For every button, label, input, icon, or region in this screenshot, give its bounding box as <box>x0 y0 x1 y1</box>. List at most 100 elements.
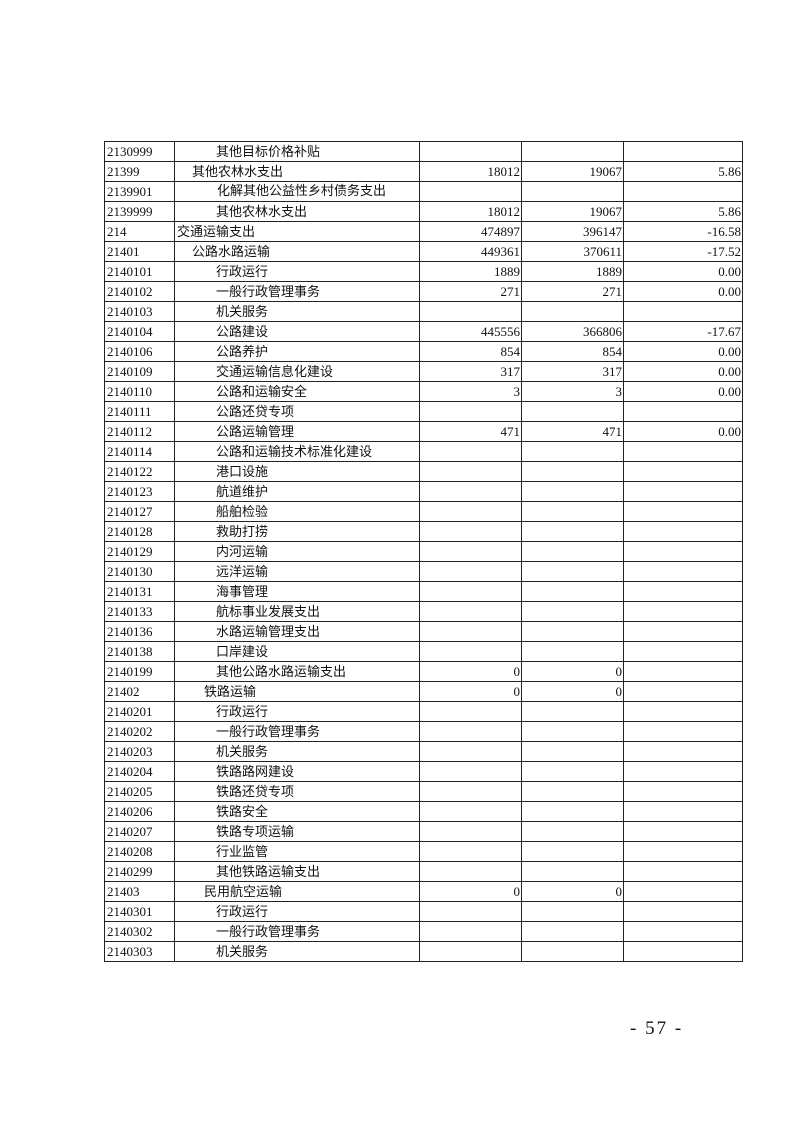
row-value-1: 271 <box>419 281 522 302</box>
row-value-2 <box>521 701 624 722</box>
row-name: 远洋运输 <box>174 561 420 582</box>
row-value-1 <box>419 401 522 422</box>
row-value-1 <box>419 141 522 162</box>
row-name: 铁路专项运输 <box>174 821 420 842</box>
row-value-2: 854 <box>521 341 624 362</box>
row-value-1: 471 <box>419 421 522 442</box>
row-code: 21399 <box>104 161 175 182</box>
table-row: 2140204 铁路路网建设 <box>104 761 743 782</box>
table-row: 2140302 一般行政管理事务 <box>104 921 743 942</box>
row-code: 2140109 <box>104 361 175 382</box>
row-name: 一般行政管理事务 <box>174 721 420 742</box>
row-value-3: 0.00 <box>623 261 743 282</box>
row-value-3: 0.00 <box>623 281 743 302</box>
row-value-3 <box>623 181 743 202</box>
row-name: 公路还贷专项 <box>174 401 420 422</box>
row-name: 铁路还贷专项 <box>174 781 420 802</box>
row-value-3 <box>623 921 743 942</box>
row-name: 其他铁路运输支出 <box>174 861 420 882</box>
table-row: 2140303 机关服务 <box>104 941 743 962</box>
row-value-1 <box>419 821 522 842</box>
row-value-1: 3 <box>419 381 522 402</box>
row-value-2 <box>521 621 624 642</box>
row-value-2 <box>521 821 624 842</box>
row-value-3 <box>623 841 743 862</box>
row-value-1 <box>419 481 522 502</box>
row-value-3 <box>623 721 743 742</box>
row-value-1: 0 <box>419 881 522 902</box>
row-value-2 <box>521 481 624 502</box>
table-row: 2140133 航标事业发展支出 <box>104 601 743 622</box>
row-value-3: 5.86 <box>623 201 743 222</box>
row-code: 2140106 <box>104 341 175 362</box>
row-value-2 <box>521 861 624 882</box>
row-value-1 <box>419 781 522 802</box>
row-name: 港口设施 <box>174 461 420 482</box>
row-name: 机关服务 <box>174 741 420 762</box>
table-row: 2140136 水路运输管理支出 <box>104 621 743 642</box>
row-value-1 <box>419 841 522 862</box>
row-value-2 <box>521 901 624 922</box>
row-code: 2140202 <box>104 721 175 742</box>
row-name: 化解其他公益性乡村债务支出 <box>174 181 420 202</box>
row-value-3 <box>623 301 743 322</box>
row-value-1 <box>419 501 522 522</box>
row-value-2: 0 <box>521 661 624 682</box>
row-value-1 <box>419 761 522 782</box>
table-row: 2140199 其他公路水路运输支出 0 0 <box>104 661 743 682</box>
row-code: 2140302 <box>104 921 175 942</box>
row-name: 机关服务 <box>174 301 420 322</box>
row-value-3 <box>623 861 743 882</box>
table-row: 2140123 航道维护 <box>104 481 743 502</box>
row-value-1 <box>419 921 522 942</box>
row-value-3: -17.52 <box>623 241 743 262</box>
table-row: 2140205 铁路还贷专项 <box>104 781 743 802</box>
row-name: 救助打捞 <box>174 521 420 542</box>
row-value-2: 366806 <box>521 321 624 342</box>
row-value-2 <box>521 801 624 822</box>
table-row: 2140129 内河运输 <box>104 541 743 562</box>
row-name: 公路养护 <box>174 341 420 362</box>
row-value-3 <box>623 641 743 662</box>
row-name: 行政运行 <box>174 901 420 922</box>
table-row: 2140106 公路养护 854 854 0.00 <box>104 341 743 362</box>
table-row: 2140203 机关服务 <box>104 741 743 762</box>
table-row: 2140206 铁路安全 <box>104 801 743 822</box>
row-value-3: 0.00 <box>623 361 743 382</box>
row-name: 水路运输管理支出 <box>174 621 420 642</box>
table-row: 2139999 其他农林水支出 18012 19067 5.86 <box>104 201 743 222</box>
row-value-1: 0 <box>419 681 522 702</box>
page-number: - 57 - <box>630 1018 684 1039</box>
row-value-3: 0.00 <box>623 421 743 442</box>
row-code: 2140127 <box>104 501 175 522</box>
row-value-3 <box>623 461 743 482</box>
table-row: 2140299 其他铁路运输支出 <box>104 861 743 882</box>
table-row: 2139901 化解其他公益性乡村债务支出 <box>104 181 743 202</box>
row-value-2: 396147 <box>521 221 624 242</box>
row-value-2 <box>521 301 624 322</box>
row-value-2 <box>521 921 624 942</box>
row-code: 2140101 <box>104 261 175 282</box>
row-value-3 <box>623 661 743 682</box>
row-code: 2140111 <box>104 401 175 422</box>
row-value-2: 271 <box>521 281 624 302</box>
row-code: 2140299 <box>104 861 175 882</box>
row-value-2 <box>521 761 624 782</box>
row-name: 航道维护 <box>174 481 420 502</box>
row-value-1 <box>419 721 522 742</box>
row-code: 2140110 <box>104 381 175 402</box>
row-code: 2140201 <box>104 701 175 722</box>
row-code: 2140208 <box>104 841 175 862</box>
row-value-3 <box>623 801 743 822</box>
row-name: 其他农林水支出 <box>174 161 420 182</box>
row-value-1: 18012 <box>419 201 522 222</box>
row-code: 2139999 <box>104 201 175 222</box>
table-row: 2140131 海事管理 <box>104 581 743 602</box>
row-value-3 <box>623 521 743 542</box>
row-value-1 <box>419 941 522 962</box>
row-code: 21402 <box>104 681 175 702</box>
row-value-1 <box>419 181 522 202</box>
row-value-3 <box>623 761 743 782</box>
row-value-3 <box>623 781 743 802</box>
row-value-2: 1889 <box>521 261 624 282</box>
